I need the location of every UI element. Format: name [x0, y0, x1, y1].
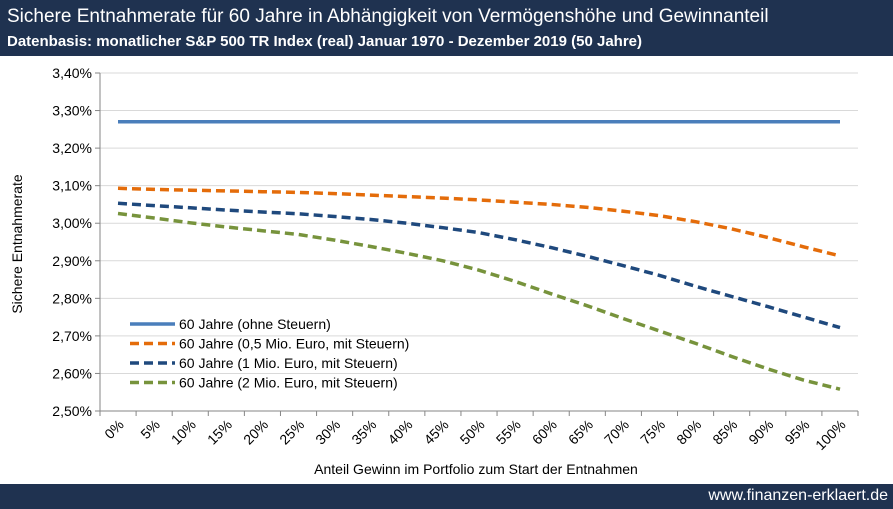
x-tick-label: 85% [709, 416, 740, 447]
x-tick-label: 20% [240, 416, 271, 447]
y-axis-label: Sichere Entnahmerate [9, 174, 25, 314]
legend-label: 60 Jahre (2 Mio. Euro, mit Steuern) [179, 375, 398, 391]
x-tick-label: 55% [493, 416, 524, 447]
y-tick-label: 3,10% [52, 178, 92, 194]
x-tick-label: 0% [101, 416, 127, 442]
x-tick-label: 100% [812, 416, 849, 453]
x-tick-label: 5% [137, 416, 163, 442]
x-tick-label: 70% [601, 416, 632, 447]
x-tick-label: 90% [745, 416, 776, 447]
x-tick-label: 60% [529, 416, 560, 447]
y-tick-label: 2,90% [52, 253, 92, 269]
y-axis-ticks: 2,50% 2,60% 2,70% 2,80% 2,90% 3,00% 3,10% 3,20%… [52, 65, 100, 419]
chart-title: Sichere Entnahmerate für 60 Jahre in Abh… [7, 6, 769, 27]
line-chart: 2,50% 2,60% 2,70% 2,80% 2,90% 3,00% 3,10% 3,20%… [9, 65, 859, 477]
y-tick-label: 2,80% [52, 290, 92, 306]
y-tick-label: 3,00% [52, 215, 92, 231]
x-tick-label: 25% [276, 416, 307, 447]
series-line [117, 201, 841, 330]
x-tick-label: 75% [637, 416, 668, 447]
axes [99, 73, 858, 412]
series-line [117, 211, 841, 391]
y-tick-label: 2,60% [52, 365, 92, 381]
y-tick-label: 3,40% [52, 65, 92, 81]
y-tick-label: 3,30% [52, 103, 92, 119]
series-line [117, 186, 841, 258]
x-tick-label: 80% [673, 416, 704, 447]
legend: 60 Jahre (ohne Steuern) 60 Jahre (0,5 Mio… [130, 316, 409, 391]
x-tick-label: 95% [781, 416, 812, 447]
x-tick-label: 10% [168, 416, 199, 447]
chart-subtitle: Datenbasis: monatlicher S&P 500 TR Index… [7, 33, 642, 50]
legend-label: 60 Jahre (1 Mio. Euro, mit Steuern) [179, 355, 398, 371]
legend-label: 60 Jahre (ohne Steuern) [179, 316, 331, 332]
x-tick-label: 30% [312, 416, 343, 447]
x-tick-label: 15% [204, 416, 235, 447]
header-banner: Sichere Entnahmerate für 60 Jahre in Abh… [0, 0, 893, 56]
gridlines [100, 72, 858, 412]
y-tick-label: 3,20% [52, 140, 92, 156]
x-tick-label: 35% [348, 416, 379, 447]
legend-label: 60 Jahre (0,5 Mio. Euro, mit Steuern) [179, 336, 409, 352]
footer-banner: www.finanzen-erklaert.de [0, 484, 893, 509]
x-tick-label: 65% [565, 416, 596, 447]
x-axis-ticks: 0% 5% 10% 15% 20% 25% 30% 35% 40% 45% 50% 55% 60% 65%… [99, 411, 859, 453]
website-url: www.finanzen-erklaert.de [708, 487, 888, 504]
y-tick-label: 2,50% [52, 403, 92, 419]
x-axis-label: Anteil Gewinn im Portfolio zum Start der… [314, 461, 638, 477]
x-tick-label: 45% [421, 416, 452, 447]
y-tick-label: 2,70% [52, 328, 92, 344]
series-lines [117, 120, 841, 391]
x-tick-label: 40% [384, 416, 415, 447]
x-tick-label: 50% [457, 416, 488, 447]
